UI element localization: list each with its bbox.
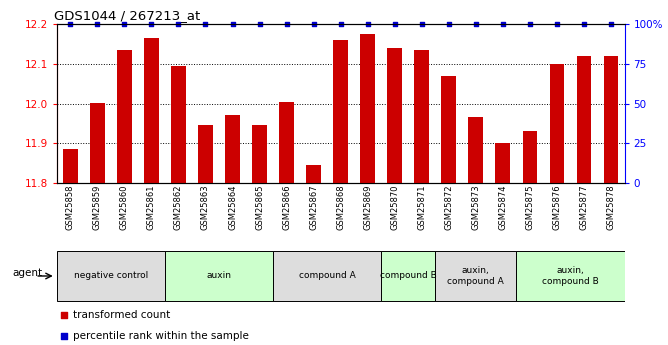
Point: [58, 333, 69, 339]
Bar: [198, 125, 213, 183]
Bar: [117, 50, 132, 183]
Point: [498, 21, 508, 27]
Bar: [604, 56, 619, 183]
Text: GSM25868: GSM25868: [336, 184, 345, 230]
Text: GSM25869: GSM25869: [363, 184, 372, 230]
Bar: [144, 38, 159, 183]
Text: GSM25863: GSM25863: [201, 184, 210, 230]
Point: [65, 21, 75, 27]
Point: [119, 21, 130, 27]
Text: GSM25860: GSM25860: [120, 184, 129, 230]
FancyBboxPatch shape: [273, 251, 381, 301]
Text: compound B: compound B: [380, 272, 437, 280]
Point: [146, 21, 157, 27]
Point: [255, 21, 265, 27]
Text: percentile rank within the sample: percentile rank within the sample: [73, 331, 248, 341]
FancyBboxPatch shape: [57, 251, 165, 301]
Point: [200, 21, 211, 27]
Text: GSM25866: GSM25866: [282, 184, 291, 230]
Text: GSM25859: GSM25859: [93, 184, 102, 229]
Point: [281, 21, 292, 27]
Bar: [252, 125, 267, 183]
Text: GSM25864: GSM25864: [228, 184, 237, 230]
Text: agent: agent: [13, 268, 43, 278]
Point: [173, 21, 184, 27]
Text: GSM25876: GSM25876: [552, 184, 562, 230]
Bar: [387, 48, 402, 183]
Text: GSM25862: GSM25862: [174, 184, 183, 230]
Bar: [279, 102, 294, 183]
Bar: [468, 117, 484, 183]
Bar: [63, 149, 77, 183]
Point: [389, 21, 400, 27]
Text: auxin: auxin: [206, 272, 232, 280]
FancyBboxPatch shape: [516, 251, 625, 301]
Text: GSM25877: GSM25877: [580, 184, 589, 230]
Bar: [306, 165, 321, 183]
Text: GSM25867: GSM25867: [309, 184, 318, 230]
Point: [335, 21, 346, 27]
Bar: [442, 76, 456, 183]
FancyBboxPatch shape: [381, 251, 436, 301]
Point: [362, 21, 373, 27]
Point: [309, 21, 319, 27]
Text: auxin,
compound A: auxin, compound A: [448, 266, 504, 286]
Text: GSM25858: GSM25858: [66, 184, 75, 230]
Point: [416, 21, 427, 27]
Bar: [496, 143, 510, 183]
Bar: [90, 103, 105, 183]
Point: [606, 21, 617, 27]
Text: GSM25861: GSM25861: [147, 184, 156, 230]
Point: [470, 21, 481, 27]
Bar: [576, 56, 591, 183]
Point: [444, 21, 454, 27]
Text: GSM25875: GSM25875: [526, 184, 534, 230]
Text: GSM25865: GSM25865: [255, 184, 264, 230]
Text: auxin,
compound B: auxin, compound B: [542, 266, 599, 286]
Text: GSM25872: GSM25872: [444, 184, 454, 230]
Text: GSM25874: GSM25874: [498, 184, 508, 230]
Point: [227, 21, 238, 27]
FancyBboxPatch shape: [165, 251, 273, 301]
Point: [578, 21, 589, 27]
Bar: [171, 66, 186, 183]
Bar: [225, 116, 240, 183]
Text: GSM25871: GSM25871: [418, 184, 426, 230]
Bar: [360, 34, 375, 183]
Text: compound A: compound A: [299, 272, 355, 280]
Point: [92, 21, 103, 27]
Text: GSM25870: GSM25870: [390, 184, 399, 230]
Bar: [333, 40, 348, 183]
Text: GDS1044 / 267213_at: GDS1044 / 267213_at: [54, 9, 200, 22]
Text: negative control: negative control: [73, 272, 148, 280]
FancyBboxPatch shape: [436, 251, 516, 301]
Bar: [522, 131, 537, 183]
Text: GSM25873: GSM25873: [472, 184, 480, 230]
Bar: [414, 50, 430, 183]
Bar: [550, 64, 564, 183]
Text: transformed count: transformed count: [73, 310, 170, 320]
Point: [552, 21, 562, 27]
Point: [58, 313, 69, 318]
Text: GSM25878: GSM25878: [607, 184, 615, 230]
Point: [524, 21, 535, 27]
